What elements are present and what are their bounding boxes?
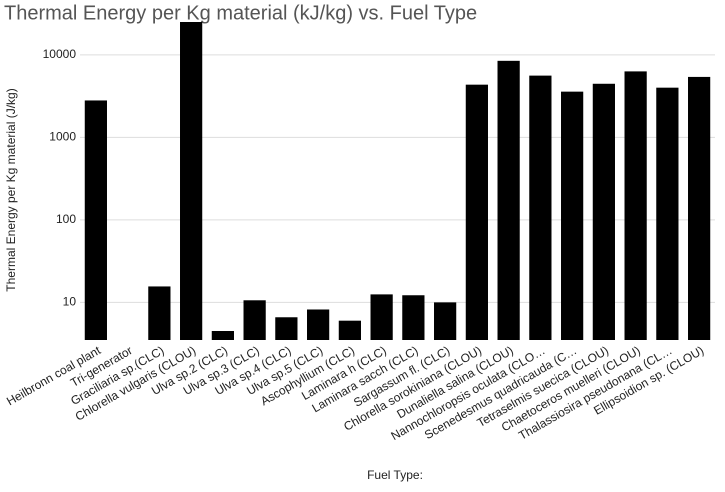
bar: [529, 75, 552, 341]
bar: [656, 87, 679, 341]
bar: [434, 302, 457, 340]
bar: [338, 320, 361, 340]
x-axis-label: Fuel Type:: [367, 468, 423, 482]
y-tick-label: 10000: [43, 47, 77, 61]
bar: [592, 83, 615, 340]
chart-title: Thermal Energy per Kg material (kJ/kg) v…: [4, 2, 477, 24]
bar: [497, 60, 520, 340]
bar: [561, 91, 584, 340]
bar: [370, 294, 393, 340]
bar: [624, 71, 647, 340]
y-tick-label: 100: [56, 212, 76, 226]
bar: [688, 76, 711, 340]
y-tick-label: 10: [63, 295, 77, 309]
y-axis-label: Thermal Energy per Kg material (J/kg): [4, 88, 18, 291]
bar: [148, 286, 171, 340]
bar: [402, 295, 425, 340]
y-tick-label: 1000: [49, 130, 76, 144]
bar: [211, 330, 234, 340]
bar: [180, 22, 203, 340]
bar: [275, 317, 298, 340]
bar: [465, 84, 488, 340]
bar: [307, 309, 330, 340]
bar: [243, 300, 266, 340]
bar: [84, 100, 107, 341]
